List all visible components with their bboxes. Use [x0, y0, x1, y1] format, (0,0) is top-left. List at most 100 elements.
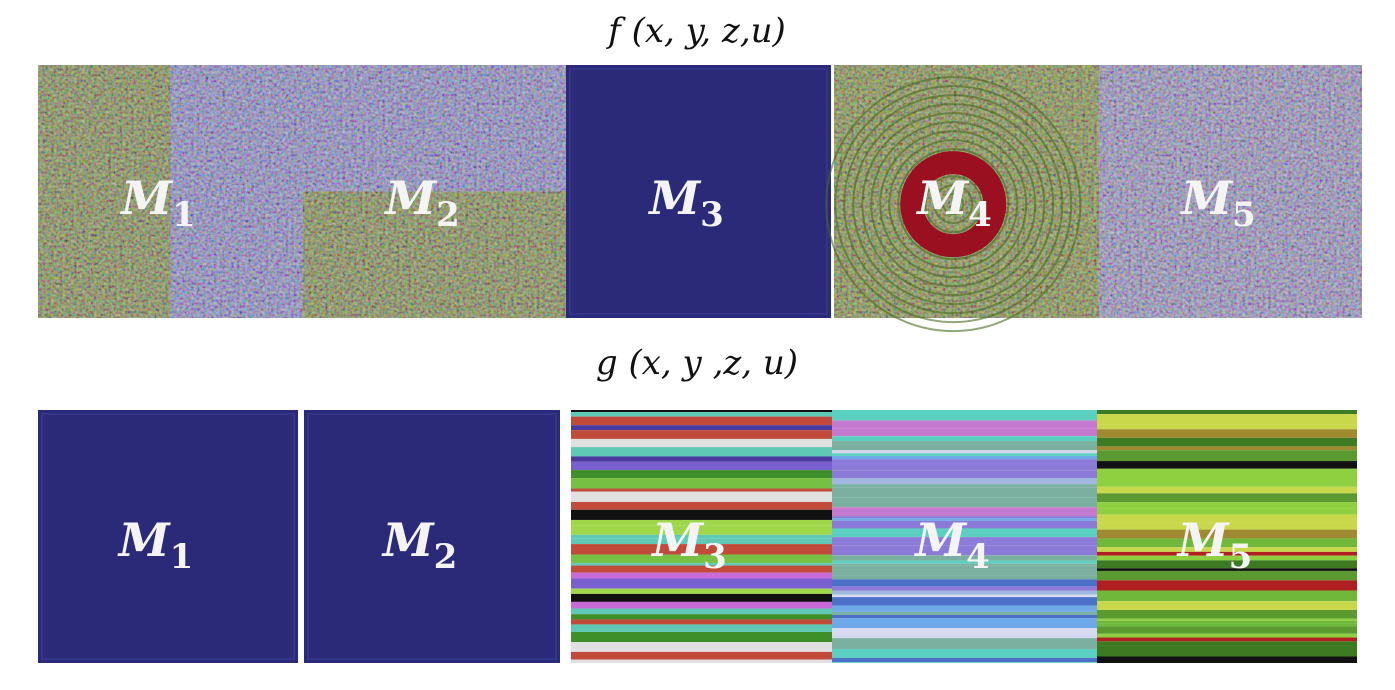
- stripe: [571, 525, 832, 535]
- stripe: [571, 410, 832, 413]
- stripe: [832, 484, 1097, 488]
- stripe: [832, 628, 1097, 639]
- stripe: [571, 565, 832, 573]
- stripe: [571, 470, 832, 479]
- stripe: [1097, 538, 1357, 548]
- panel-fill: [38, 410, 298, 663]
- panel-fill: [304, 410, 560, 663]
- stripe: [832, 537, 1097, 546]
- label-letter: M: [117, 513, 172, 567]
- stripe: [1097, 601, 1357, 611]
- panel-label: M5: [1179, 171, 1256, 235]
- stripe: [571, 438, 832, 448]
- stripe: [832, 459, 1097, 471]
- stripe: [832, 605, 1097, 612]
- stripe: [832, 453, 1097, 456]
- stripe: [832, 518, 1097, 521]
- panel-label: M4: [913, 513, 990, 577]
- label-subscript: 2: [434, 537, 458, 577]
- stripe: [1097, 645, 1357, 657]
- stripe: [1097, 502, 1357, 509]
- stripe: [571, 488, 832, 492]
- label-letter: M: [1179, 171, 1234, 225]
- label-subscript: 5: [1229, 537, 1253, 577]
- panel-label: M4: [915, 171, 992, 235]
- panel-noise: [303, 65, 566, 318]
- stripe: [1097, 560, 1357, 569]
- ring: [888, 139, 1019, 270]
- stripe: [571, 601, 832, 609]
- stripe: [832, 477, 1097, 485]
- stripe: [832, 428, 1097, 437]
- label-letter: M: [647, 171, 702, 225]
- panel-label: M1: [119, 171, 196, 235]
- stripe: [832, 594, 1097, 598]
- panel: M5: [1097, 410, 1357, 663]
- panel-noise: [1099, 65, 1362, 318]
- stripe: [571, 461, 832, 471]
- stripe: [1097, 618, 1357, 621]
- row-title: f (x, y, z,u): [605, 11, 786, 51]
- stripe: [1097, 626, 1357, 634]
- stripe: [1097, 656, 1357, 663]
- label-letter: M: [381, 513, 436, 567]
- ring: [861, 112, 1046, 297]
- stripe: [832, 657, 1097, 663]
- stripe: [571, 430, 832, 439]
- label-letter: M: [913, 513, 968, 567]
- stripe: [832, 410, 1097, 421]
- stripe: [832, 420, 1097, 429]
- stripe: [1097, 468, 1357, 480]
- panel-frame: [41, 413, 295, 660]
- stripe: [571, 563, 832, 566]
- stripe: [1097, 547, 1357, 552]
- ring: [870, 121, 1037, 288]
- stripe: [1097, 514, 1357, 523]
- stripe: [571, 509, 832, 520]
- panel-label: M5: [1176, 513, 1253, 577]
- panel: M4: [825, 65, 1099, 333]
- stripe: [1097, 555, 1357, 561]
- ring: [843, 94, 1064, 315]
- ring: [942, 193, 965, 216]
- stripe: [571, 447, 832, 457]
- stripe: [571, 534, 832, 539]
- stripe: [571, 642, 832, 652]
- stripe: [571, 593, 832, 602]
- stripe: [571, 619, 832, 625]
- stripe: [1097, 522, 1357, 530]
- stripe: [1097, 479, 1357, 487]
- stripe: [1097, 580, 1357, 591]
- label-subscript: 5: [1232, 195, 1256, 235]
- stripe: [832, 575, 1097, 580]
- panel-label: M1: [117, 513, 194, 577]
- stripe: [1097, 461, 1357, 469]
- ring: [834, 85, 1073, 324]
- panel: M1: [38, 65, 303, 318]
- ring: [909, 160, 998, 249]
- stripe: [832, 507, 1097, 517]
- stripe: [1097, 633, 1357, 638]
- stripe: [1097, 637, 1357, 642]
- label-letter: M: [383, 171, 438, 225]
- stripe: [832, 573, 1097, 576]
- stripe: [832, 487, 1097, 498]
- stripe: [832, 565, 1097, 574]
- stripe: [571, 425, 832, 431]
- stripe: [832, 662, 1097, 663]
- stripe: [1097, 590, 1357, 602]
- ring: [897, 148, 1010, 261]
- stripe: [832, 586, 1097, 591]
- panel: M2: [303, 65, 566, 318]
- stripe: [1097, 414, 1357, 425]
- panel: M1: [38, 410, 298, 663]
- stripe: [832, 455, 1097, 460]
- stripe: [832, 611, 1097, 615]
- ring: [825, 76, 1082, 333]
- stripe: [571, 519, 832, 526]
- panel-fill: [566, 65, 831, 318]
- label-subscript: 2: [436, 195, 460, 235]
- stripe: [571, 614, 832, 620]
- label-letter: M: [650, 513, 705, 567]
